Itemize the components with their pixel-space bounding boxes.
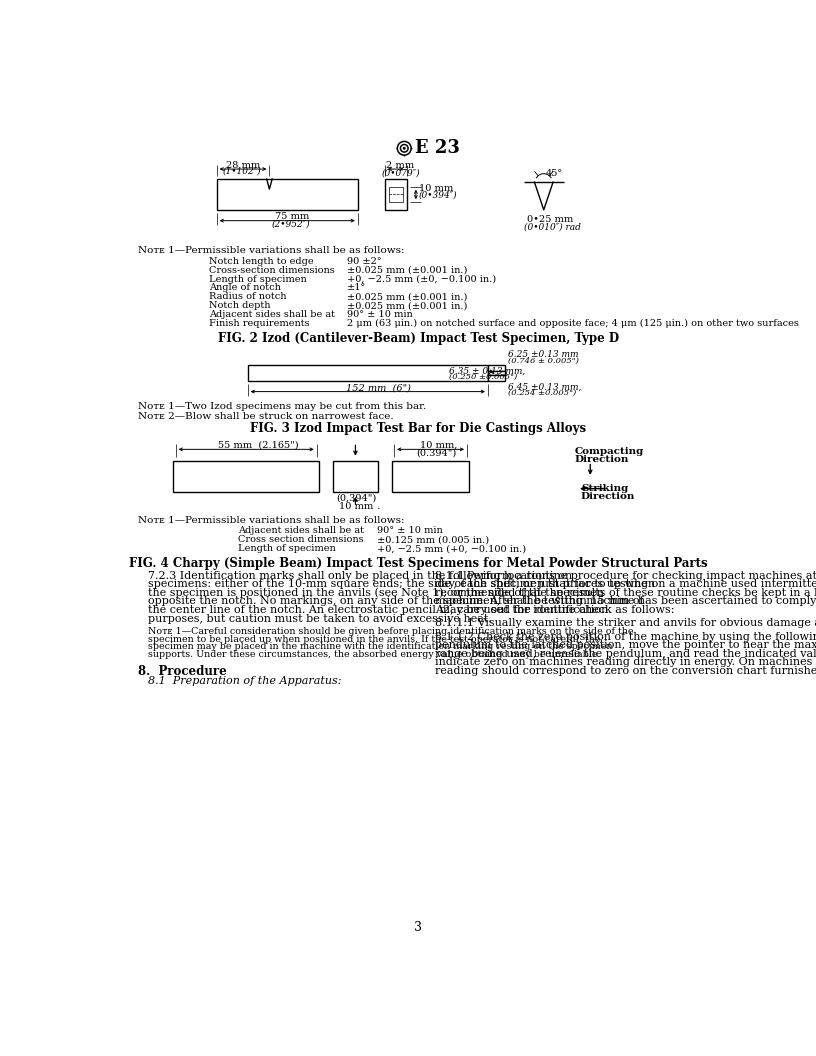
Text: (0•010″) rad: (0•010″) rad [524,222,580,231]
Text: (1•102″): (1•102″) [223,167,261,175]
Text: Finish requirements: Finish requirements [209,319,309,327]
Text: ±0.025 mm (±0.001 in.): ±0.025 mm (±0.001 in.) [347,293,468,301]
Text: 55 mm  (2.165"): 55 mm (2.165") [218,441,299,450]
Text: (0.394"): (0.394") [417,449,457,457]
Text: Direction: Direction [581,492,636,501]
Text: 7.2.3 Identification marks shall only be placed in the following locations on: 7.2.3 Identification marks shall only be… [149,570,573,581]
Text: 6.25 ±0.13 mm: 6.25 ±0.13 mm [508,350,579,359]
Text: 90° ± 10 min: 90° ± 10 min [347,310,413,319]
Text: opposite the notch. No markings, on any side of the specimen, shall be within 15: opposite the notch. No markings, on any … [149,597,644,606]
Text: FIG. 4 Charpy (Simple Beam) Impact Test Specimens for Metal Powder Structural Pa: FIG. 4 Charpy (Simple Beam) Impact Test … [129,557,707,570]
Text: Nᴏᴛᴇ 1—Permissible variations shall be as follows:: Nᴏᴛᴇ 1—Permissible variations shall be a… [138,516,404,525]
Text: Radius of notch: Radius of notch [209,293,286,301]
Text: recommended that the results of these routine checks be kept in a log book for t: recommended that the results of these ro… [435,588,816,598]
Circle shape [402,146,406,151]
Text: Adjacent sides shall be at: Adjacent sides shall be at [237,526,364,535]
Text: 28 mm: 28 mm [226,161,260,170]
Text: 6.45 ±0.13 mm,: 6.45 ±0.13 mm, [508,382,582,392]
Text: ±0.025 mm (±0.001 in.): ±0.025 mm (±0.001 in.) [347,266,468,275]
Text: +0, −2.5 mm (±0, −0.100 in.): +0, −2.5 mm (±0, −0.100 in.) [347,275,496,284]
Text: pendulum to the latched position, move the pointer to near the maximum capacity : pendulum to the latched position, move t… [435,640,816,650]
Text: 8.  Procedure: 8. Procedure [138,665,226,679]
Text: (0•394″): (0•394″) [419,191,458,200]
Bar [217,180,357,210]
Bar [388,187,403,202]
Circle shape [397,142,411,155]
Text: +0, −2.5 mm (+0, −0.100 in.): +0, −2.5 mm (+0, −0.100 in.) [377,544,526,553]
Text: (0.254 ±0.005"): (0.254 ±0.005") [508,389,576,396]
Text: indicate zero on machines reading directly in energy. On machines reading in deg: indicate zero on machines reading direct… [435,658,816,667]
Text: ±1°: ±1° [347,283,366,293]
Text: Cross-section dimensions: Cross-section dimensions [209,266,335,275]
Text: Adjacent sides shall be at: Adjacent sides shall be at [209,310,335,319]
Text: reading should correspond to zero on the conversion chart furnished by: reading should correspond to zero on the… [435,666,816,676]
Text: FIG. 2 Izod (Cantilever-Beam) Impact Test Specimen, Type D: FIG. 2 Izod (Cantilever-Beam) Impact Tes… [218,332,619,344]
Text: day, each shift, or just prior to testing on a machine used intermittently. It i: day, each shift, or just prior to testin… [435,580,816,589]
Text: 8.1.1 Perform a routine procedure for checking impact machines at the beginning : 8.1.1 Perform a routine procedure for ch… [435,570,816,581]
Text: supports. Under these circumstances, the absorbed energy value obtained may be u: supports. Under these circumstances, the… [149,650,601,659]
Text: 8.1.1.1 Visually examine the striker and anvils for obvious damage and wear.: 8.1.1.1 Visually examine the striker and… [435,619,816,628]
Bar [488,371,505,376]
Text: A2, carry out the routine check as follows:: A2, carry out the routine check as follo… [435,605,675,616]
Text: 75 mm: 75 mm [275,212,309,221]
Text: Nᴏᴛᴇ 1—Careful consideration should be given before placing identification marks: Nᴏᴛᴇ 1—Careful consideration should be g… [149,627,634,636]
Bar [333,460,378,492]
Text: FIG. 3 Izod Impact Test Bar for Die Castings Alloys: FIG. 3 Izod Impact Test Bar for Die Cast… [251,421,586,435]
Bar [173,460,319,492]
Text: 2 mm: 2 mm [387,162,415,170]
Text: Notch length to edge: Notch length to edge [209,257,313,266]
Bar [248,365,488,381]
Text: Striking: Striking [581,484,628,493]
Text: Nᴏᴛᴇ 1—Permissible variations shall be as follows:: Nᴏᴛᴇ 1—Permissible variations shall be a… [138,246,404,256]
Text: Length of specimen: Length of specimen [209,275,307,284]
Text: 8.1  Preparation of the Apparatus:: 8.1 Preparation of the Apparatus: [149,676,342,686]
Circle shape [403,148,405,149]
Text: 3: 3 [415,921,422,935]
Text: 90 ±2°: 90 ±2° [347,257,382,266]
Text: (0•079″): (0•079″) [382,168,420,177]
Text: Nᴏᴛᴇ 1—Two Izod specimens may be cut from this bar.: Nᴏᴛᴇ 1—Two Izod specimens may be cut fro… [138,402,426,412]
Text: the specimen is positioned in the anvils (see Note 1); or the side of the specim: the specimen is positioned in the anvils… [149,588,605,599]
Text: the center line of the notch. An electrostatic pencil may be used for identifica: the center line of the notch. An electro… [149,605,609,616]
Bar [488,376,505,381]
Text: (0,394"): (0,394") [336,494,376,503]
Text: 152 mm  (6"): 152 mm (6") [346,384,411,393]
Text: Cross section dimensions: Cross section dimensions [237,535,363,544]
Text: Length of specimen: Length of specimen [237,544,335,553]
Text: Direction: Direction [574,455,629,464]
Text: machine. After the testing machine has been ascertained to comply with Annex A1 : machine. After the testing machine has b… [435,597,816,606]
Text: specimens: either of the 10-mm square ends; the side of the specimen that faces : specimens: either of the 10-mm square en… [149,580,655,589]
Text: Angle of notch: Angle of notch [209,283,281,293]
Text: ±0.125 mm (0.005 in.): ±0.125 mm (0.005 in.) [377,535,490,544]
Text: range being used, release the pendulum, and read the indicated value. The pointe: range being used, release the pendulum, … [435,648,816,659]
Text: purposes, but caution must be taken to avoid excessive heat.: purposes, but caution must be taken to a… [149,614,492,624]
Text: 10 mm  .: 10 mm . [339,502,380,511]
Text: E 23: E 23 [415,139,460,157]
Text: specimen may be placed in the machine with the identification marking resting on: specimen may be placed in the machine wi… [149,642,613,652]
Text: (0.746 ± 0.005"): (0.746 ± 0.005") [508,357,579,365]
Bar [385,180,406,210]
Bar [488,365,505,371]
Text: 6.35 ± 0.13 mm,: 6.35 ± 0.13 mm, [449,367,526,376]
Text: specimen to be placed up when positioned in the anvils. If the test operator is : specimen to be placed up when positioned… [149,635,601,644]
Text: ±0.025 mm (±0.001 in.): ±0.025 mm (±0.001 in.) [347,301,468,310]
Text: (2•952″): (2•952″) [272,220,310,228]
Circle shape [401,145,408,152]
Text: 8.1.1.2 Check the zero position of the machine by using the following procedure:: 8.1.1.2 Check the zero position of the m… [435,631,816,642]
Text: 10 mm,: 10 mm, [419,441,457,450]
Text: Nᴏᴛᴇ 2—Blow shall be struck on narrowest face.: Nᴏᴛᴇ 2—Blow shall be struck on narrowest… [138,412,393,420]
Text: 90° ± 10 min: 90° ± 10 min [377,526,443,535]
Text: 45°: 45° [545,169,562,178]
Text: Compacting: Compacting [574,447,644,456]
Text: Notch depth: Notch depth [209,301,270,310]
Text: 0•25 mm: 0•25 mm [526,214,573,224]
Bar [392,460,469,492]
Text: (0.250 ±0.005"): (0.250 ±0.005") [449,373,517,381]
Circle shape [399,143,410,154]
Text: 2 μm (63 μin.) on notched surface and opposite face; 4 μm (125 μin.) on other tw: 2 μm (63 μin.) on notched surface and op… [347,319,799,328]
Text: 10 mm: 10 mm [419,184,453,192]
